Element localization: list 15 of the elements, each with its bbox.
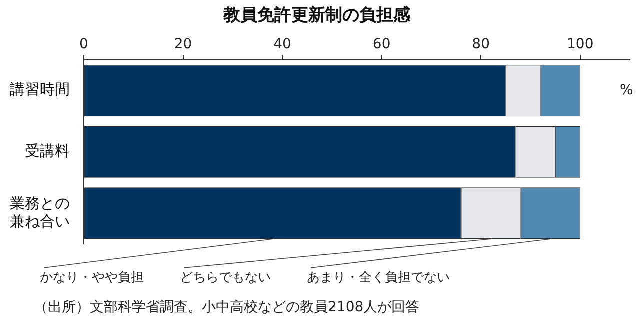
- x-tick-label: 20: [174, 36, 192, 52]
- y-tick-label: 業務との兼ね合い: [10, 194, 70, 230]
- x-tick-label: 40: [274, 36, 292, 52]
- x-tick-label: 80: [472, 36, 490, 52]
- text: （出所）文部科学省調査。小中高校などの教員2108人が回答: [34, 300, 420, 316]
- x-axis-title: %: [620, 82, 634, 98]
- y-tick-label: 受講料: [25, 142, 70, 160]
- x-tick-label: 0: [80, 36, 88, 52]
- text: かなり・やや負担: [40, 270, 144, 286]
- x-tick-label: 100: [566, 36, 594, 52]
- text: どちらでもない: [180, 270, 271, 286]
- x-tick-label: 60: [372, 36, 391, 52]
- y-tick-label: 講習時間: [10, 80, 70, 99]
- text: あまり・全く負担でない: [307, 270, 450, 286]
- chart-title: 教員免許更新制の負担感: [222, 6, 412, 26]
